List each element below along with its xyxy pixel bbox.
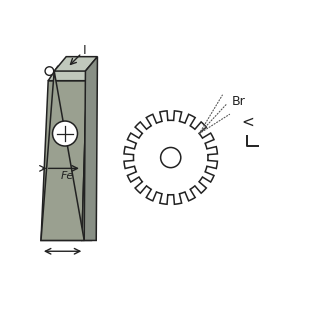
Polygon shape [41,81,87,241]
Circle shape [161,148,181,168]
Text: I: I [82,44,86,57]
Polygon shape [48,66,96,81]
Polygon shape [124,111,217,204]
Text: <: < [241,115,254,130]
Polygon shape [54,57,97,71]
Polygon shape [84,57,97,241]
Text: Br: Br [232,95,246,108]
Polygon shape [41,71,84,241]
Polygon shape [82,66,96,241]
Circle shape [45,67,54,76]
Text: Fe: Fe [61,171,74,181]
Circle shape [52,121,77,146]
